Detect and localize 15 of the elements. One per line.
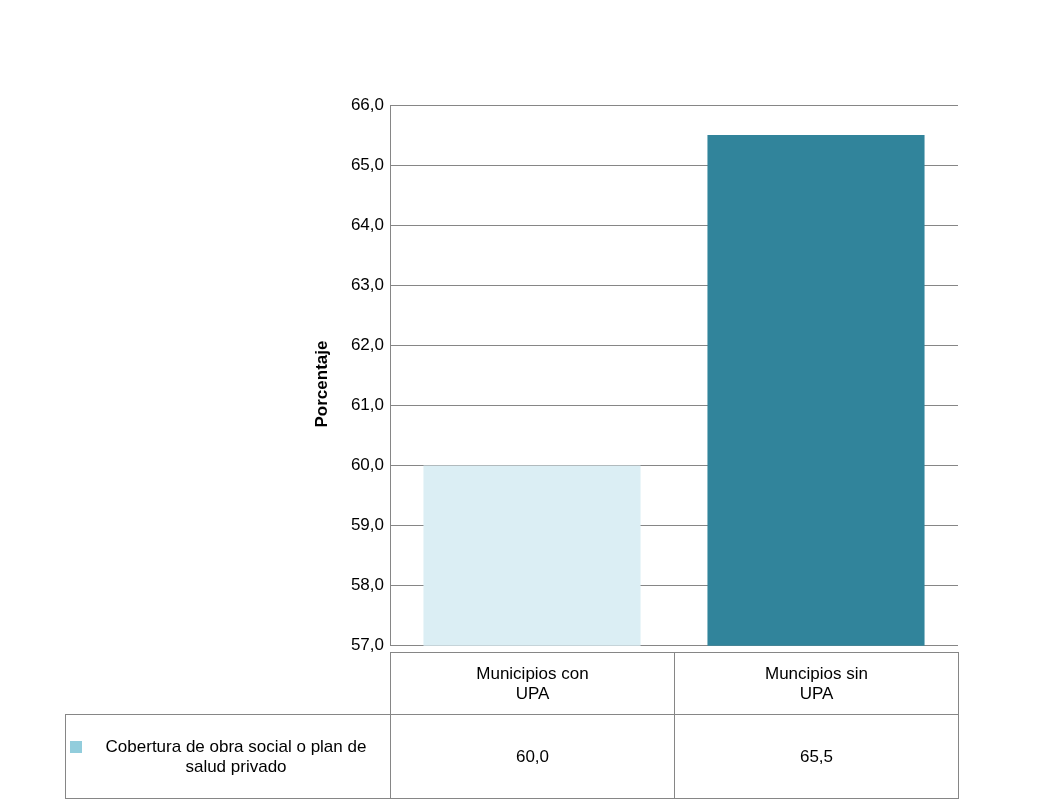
y-tick-label: 57,0 [350,635,384,655]
y-tick-label: 66,0 [350,94,384,114]
text: Cobertura de obra social o plan de salud privado [104,736,368,777]
y-tick-label: 60,0 [350,455,384,475]
x-tick-label: Muncipios sin UPA [764,663,869,704]
y-tick-label: 59,0 [350,515,384,535]
y-tick-label: 64,0 [350,214,384,234]
y-tick-label: 58,0 [350,575,384,595]
y-tick-label: 62,0 [350,335,384,355]
x-tick-label: Municipios con UPA [475,663,590,704]
y-axis-title: Porcentaje [312,340,332,427]
data-label: 65,5 [674,714,959,799]
y-tick-label: 61,0 [350,395,384,415]
y-tick-label: 63,0 [350,274,384,294]
y-tick-label: 65,0 [350,154,384,174]
